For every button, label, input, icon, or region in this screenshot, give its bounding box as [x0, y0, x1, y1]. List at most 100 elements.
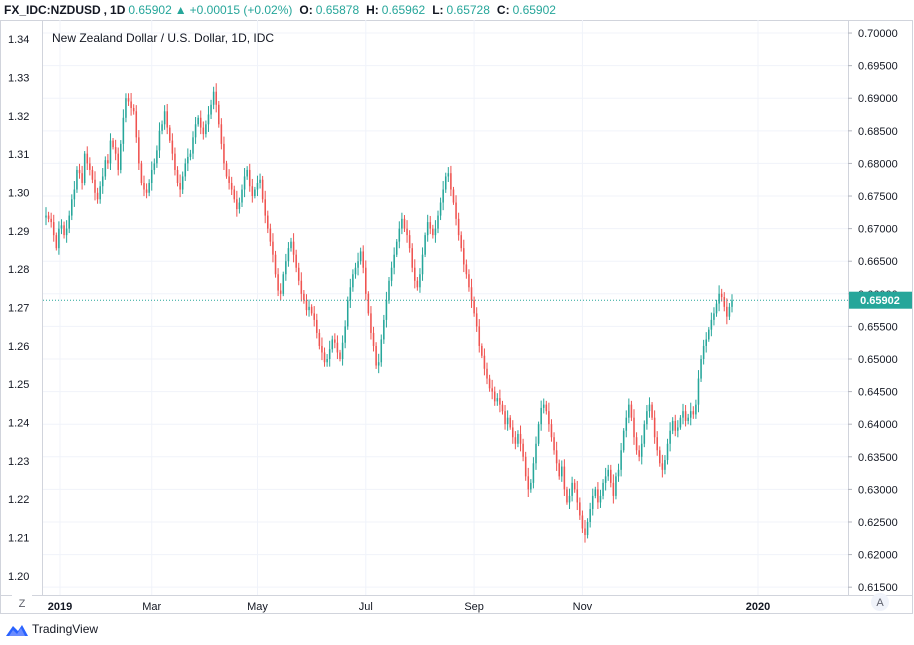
candle — [501, 400, 504, 415]
right-tick-label: 0.62500 — [858, 517, 898, 529]
candle-body — [450, 173, 452, 190]
candle — [506, 410, 509, 431]
candle-body — [246, 169, 248, 177]
candle-body — [563, 466, 566, 490]
candle — [671, 417, 674, 435]
candle — [91, 166, 94, 184]
right-price-axis[interactable]: 0.70000 0.69500 0.69000 0.68500 0.68000 0.675… — [848, 28, 898, 594]
candle-body — [597, 489, 599, 503]
candle-body — [535, 443, 537, 464]
candle-body — [612, 482, 615, 496]
candle-body — [540, 407, 542, 425]
candle — [383, 314, 385, 344]
candle — [143, 175, 145, 197]
candle — [403, 215, 406, 233]
candle — [576, 480, 579, 511]
candle-body — [470, 287, 473, 301]
candle-body — [321, 345, 323, 353]
candle — [522, 438, 524, 462]
candle — [181, 171, 184, 194]
candle-body — [558, 463, 560, 477]
candle — [447, 167, 450, 182]
candle — [202, 121, 205, 140]
candle — [571, 476, 573, 502]
candle-body — [135, 111, 138, 138]
candle-body — [501, 404, 504, 412]
auto-scale-button-label[interactable]: A — [876, 597, 884, 609]
candle — [248, 163, 251, 192]
candle — [444, 172, 447, 193]
candle-body — [646, 411, 648, 425]
left-tick-label: 1.30 — [8, 188, 29, 200]
candle-body — [635, 437, 638, 451]
candle-body — [682, 411, 684, 418]
candle-body — [561, 466, 563, 477]
scale-left-button-label[interactable]: Z — [19, 598, 26, 610]
time-tick-label: Jul — [359, 601, 373, 613]
candle — [292, 233, 295, 263]
candle — [589, 502, 591, 528]
candle — [568, 488, 571, 509]
candle-body — [174, 153, 176, 170]
candle — [96, 187, 99, 204]
candle-body — [689, 411, 692, 418]
candle — [251, 178, 254, 203]
candle-body — [132, 108, 135, 112]
symbol-name[interactable]: FX_IDC:NZDUSD — [4, 3, 101, 17]
candle-body — [256, 182, 259, 190]
candle — [254, 186, 256, 199]
candle — [638, 445, 640, 462]
candle — [625, 410, 628, 438]
candle-body — [218, 104, 220, 125]
candle-body — [269, 228, 272, 242]
candle-body — [607, 469, 609, 477]
time-axis[interactable]: 2019 Mar May Jul Sep Nov 2020 — [48, 601, 770, 613]
candle-body — [591, 495, 594, 509]
chart-border — [0, 20, 913, 614]
open-value: 0.65878 — [315, 3, 360, 17]
chart-frame[interactable]: 1.34 1.33 1.32 1.31 1.30 1.29 1.28 1.27 1.26 1.25… — [0, 20, 914, 614]
candle — [228, 169, 230, 190]
candle-body — [669, 430, 671, 444]
candle — [321, 337, 323, 361]
candle-body — [715, 303, 718, 314]
candle — [504, 405, 506, 430]
candle-body — [517, 433, 519, 444]
brand-name: TradingView — [32, 622, 99, 636]
auto-scale-button[interactable]: A — [871, 593, 889, 611]
candle-body — [620, 450, 622, 470]
candle — [689, 402, 692, 426]
candle-body — [452, 189, 455, 203]
candle — [434, 220, 437, 243]
candle — [499, 389, 501, 413]
candle-body — [527, 476, 530, 490]
candle-body — [548, 411, 550, 425]
candle — [130, 93, 132, 116]
candle — [339, 349, 341, 362]
candle — [331, 335, 334, 353]
right-tick-label: 0.69500 — [858, 61, 898, 73]
candle-body — [238, 202, 241, 210]
symbol-header: FX_IDC:NZDUSD , 1D 0.65902 ▲ +0.00015 (+… — [4, 2, 556, 18]
candle — [664, 455, 666, 475]
candle-body — [599, 495, 602, 503]
interval-label[interactable]: 1D — [110, 3, 126, 17]
candle-body — [708, 329, 710, 340]
right-tick-label: 0.64000 — [858, 419, 898, 431]
candle — [349, 278, 352, 308]
candle-body — [524, 456, 527, 477]
candle-body — [107, 160, 109, 164]
candle — [326, 354, 328, 367]
candle — [94, 171, 96, 201]
left-price-axis[interactable]: 1.34 1.33 1.32 1.31 1.30 1.29 1.28 1.27 1.26 1.25… — [8, 34, 29, 583]
price-chart[interactable]: 1.34 1.33 1.32 1.31 1.30 1.29 1.28 1.27 1.26 1.25… — [0, 20, 914, 614]
candle — [120, 140, 122, 174]
candle — [594, 486, 597, 499]
footer-brand[interactable]: TradingView — [6, 622, 98, 636]
candle — [313, 306, 315, 327]
candle-body — [460, 235, 462, 249]
time-tick-label: Nov — [573, 601, 593, 613]
candle-body — [285, 261, 287, 275]
scale-left-button[interactable]: Z — [12, 593, 32, 611]
candle — [272, 233, 274, 263]
